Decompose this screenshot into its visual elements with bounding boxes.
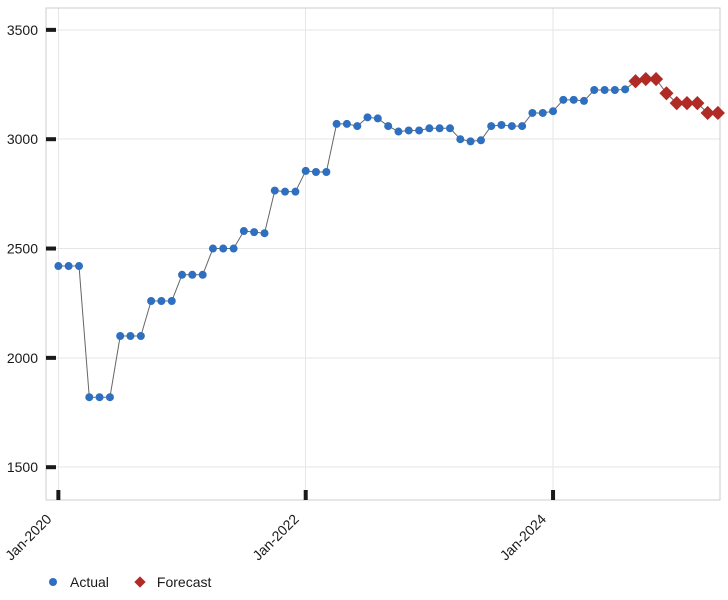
y-tick-label: 2000: [7, 350, 38, 366]
y-tick-label: 3000: [7, 131, 38, 147]
diamond-marker-icon: [133, 575, 147, 589]
legend: Actual Forecast: [46, 568, 211, 596]
y-tick-label: 3500: [7, 22, 38, 38]
legend-label: Actual: [70, 574, 109, 590]
y-tick-label: 1500: [7, 459, 38, 475]
circle-marker-icon: [46, 575, 60, 589]
time-series-chart: 1500 2000 2500 3000 3500 Jan-2020 Jan-2022 Jan-…: [0, 0, 728, 600]
x-tick-label: Jan-2020: [2, 511, 55, 564]
x-tick-label: Jan-2024: [497, 511, 550, 564]
x-tick-label: Jan-2022: [249, 511, 302, 564]
plot-area: 1500 2000 2500 3000 3500 Jan-2020 Jan-2022 Jan-…: [0, 0, 728, 600]
legend-label: Forecast: [157, 574, 211, 590]
legend-item-forecast: Forecast: [133, 574, 211, 590]
y-tick-label: 2500: [7, 241, 38, 257]
legend-item-actual: Actual: [46, 574, 109, 590]
